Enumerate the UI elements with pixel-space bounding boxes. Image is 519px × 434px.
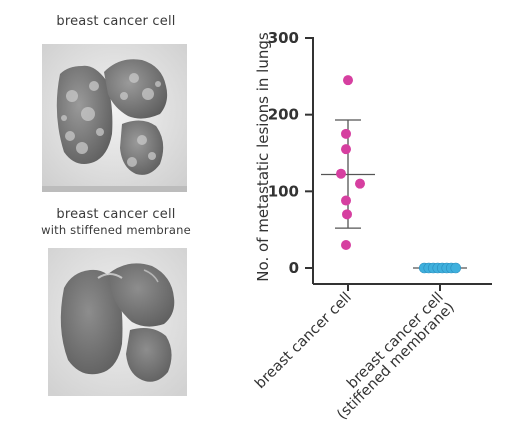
photo-label-stiffened-line1: breast cancer cell xyxy=(56,207,176,222)
x-tick-label: (stiffened membrane) xyxy=(334,300,458,424)
y-tick-label: 0 xyxy=(289,259,299,277)
data-point xyxy=(336,168,346,179)
photo-label-stiffened-line2: with stiffened membrane xyxy=(41,223,191,237)
lung-image-control xyxy=(42,44,187,192)
y-tick-label: 300 xyxy=(268,29,299,47)
data-point xyxy=(341,240,351,250)
data-point xyxy=(341,195,351,206)
photo-label-stiffened: breast cancer cell with stiffened membra… xyxy=(22,207,210,237)
data-point xyxy=(341,128,351,139)
y-tick-label: 200 xyxy=(268,106,299,124)
photo-label-control-line1: breast cancer cell xyxy=(56,14,176,29)
x-tick-label: breast cancer cell xyxy=(252,290,355,393)
x-tick-label: breast cancer cell xyxy=(344,290,447,393)
data-point xyxy=(355,178,365,189)
data-point xyxy=(343,75,353,86)
y-tick-label: 100 xyxy=(268,182,299,200)
y-axis-label: No. of metastatic lesions in lungs xyxy=(254,32,272,282)
lung-photo-stiffened xyxy=(48,248,187,396)
data-point xyxy=(341,144,351,155)
lung-photo-control xyxy=(42,44,187,192)
data-point xyxy=(342,209,352,220)
lung-image-stiffened xyxy=(48,248,187,396)
photo-label-control: breast cancer cell xyxy=(22,14,210,30)
data-point xyxy=(450,262,462,274)
